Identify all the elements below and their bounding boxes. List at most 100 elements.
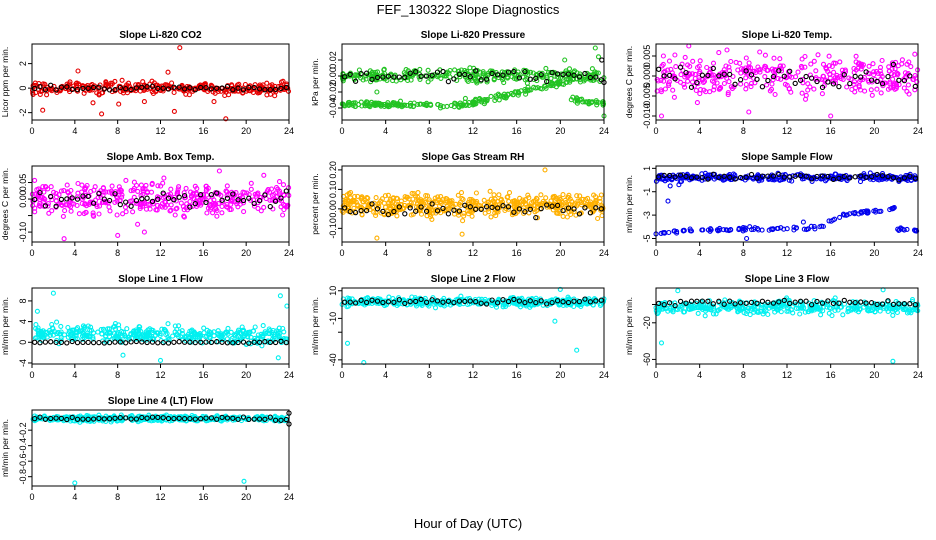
data-point: [525, 71, 531, 78]
data-point: [780, 63, 786, 69]
data-point: [173, 206, 179, 212]
data-point: [41, 198, 47, 205]
data-point: [58, 196, 65, 203]
data-point: [48, 184, 54, 190]
data-point: [373, 195, 379, 201]
data-point: [391, 74, 397, 80]
x-tick-label: 4: [697, 248, 702, 258]
data-point: [45, 203, 51, 209]
data-point: [189, 203, 195, 209]
data-point: [181, 207, 187, 213]
data-point: [570, 94, 576, 100]
data-point: [886, 68, 893, 74]
y-tick-label: -2: [18, 109, 28, 117]
data-point: [363, 70, 370, 76]
data-point: [577, 97, 583, 103]
data-point: [912, 73, 918, 79]
data-point: [203, 199, 209, 206]
data-point: [37, 91, 43, 97]
data-point: [65, 324, 71, 331]
data-point: [523, 68, 529, 74]
data-point: [240, 189, 246, 195]
data-point: [373, 212, 379, 219]
x-tick-label: 24: [599, 126, 609, 136]
data-point: [858, 61, 865, 67]
data-point: [853, 59, 859, 65]
data-point: [430, 73, 436, 79]
data-point: [261, 172, 267, 178]
data-point: [154, 207, 160, 213]
data-point: [842, 67, 848, 73]
data-point: [171, 197, 177, 203]
data-point: [352, 78, 359, 84]
data-point: [252, 324, 258, 330]
x-tick-label: 16: [198, 126, 208, 136]
x-tick-label: 0: [653, 248, 658, 258]
outlier-point: [344, 340, 351, 346]
data-point: [561, 81, 567, 88]
data-point: [904, 88, 910, 94]
data-point: [473, 71, 479, 77]
data-point: [728, 58, 734, 65]
panel-3: Slope Li-820 Temp.0 4 8 12 16 20 24-0.010-0.00…: [624, 30, 923, 136]
data-point: [415, 101, 421, 108]
data-point: [567, 79, 573, 85]
data-point: [423, 73, 430, 79]
data-point: [792, 80, 798, 87]
x-tick-label: 24: [284, 126, 294, 136]
data-point: [820, 61, 827, 67]
x-tick-label: 20: [241, 492, 251, 502]
data-point: [489, 70, 495, 77]
data-point: [272, 198, 279, 204]
data-point: [874, 78, 880, 85]
data-point: [214, 85, 220, 91]
data-point: [32, 191, 38, 197]
data-point: [743, 55, 749, 61]
data-point: [711, 87, 717, 93]
data-point: [246, 84, 252, 91]
data-point: [342, 103, 348, 109]
data-point: [852, 73, 858, 80]
x-tick-label: 8: [741, 370, 746, 380]
data-point: [108, 80, 114, 86]
data-point: [281, 192, 287, 198]
data-point: [192, 200, 198, 207]
x-tick-label: 20: [555, 126, 565, 136]
y-tick-label: -4: [18, 359, 28, 367]
panel-title: Slope Li-820 Pressure: [421, 30, 526, 41]
data-point: [66, 202, 72, 208]
data-point: [230, 87, 236, 93]
data-point: [58, 323, 64, 329]
data-point: [138, 193, 144, 199]
panel-title: Slope Li-820 CO2: [119, 30, 202, 41]
data-point: [493, 93, 499, 99]
data-point: [241, 209, 247, 215]
data-point: [212, 90, 218, 96]
data-point: [181, 86, 188, 92]
data-point: [74, 86, 81, 93]
panel-title: Slope Gas Stream RH: [422, 152, 525, 163]
data-point: [885, 73, 891, 80]
data-point: [168, 186, 174, 192]
data-point: [125, 80, 132, 86]
data-point: [248, 180, 254, 186]
data-point: [214, 213, 220, 219]
data-point: [437, 105, 444, 111]
x-tick-label: 20: [241, 370, 251, 380]
data-point: [187, 85, 193, 91]
data-point: [765, 311, 771, 318]
data-point: [203, 84, 209, 91]
data-point: [425, 67, 431, 73]
data-point: [133, 197, 140, 204]
data-point: [224, 183, 230, 189]
data-point: [506, 190, 513, 196]
data-point: [45, 186, 51, 192]
data-point: [90, 200, 97, 206]
x-tick-label: 12: [782, 370, 792, 380]
data-point: [894, 83, 900, 89]
data-point: [869, 92, 875, 98]
data-point: [481, 101, 487, 107]
data-point: [595, 215, 601, 222]
x-tick-label: 4: [72, 126, 77, 136]
data-point: [697, 91, 703, 97]
